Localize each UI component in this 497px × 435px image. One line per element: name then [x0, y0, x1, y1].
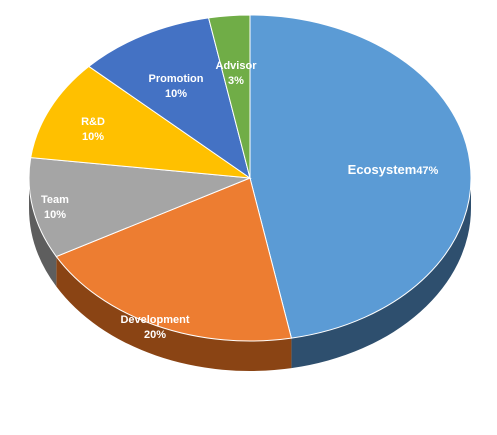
- pie-value-promotion: 10%: [165, 88, 187, 100]
- pie-value-development: 20%: [144, 329, 166, 341]
- pie-value-advisor: 3%: [228, 75, 244, 87]
- pie-label-advisor: Advisor: [216, 60, 258, 72]
- pie-label-ecosystem: Ecosystem47%: [348, 162, 439, 177]
- pie-side-ecosystem: [291, 178, 471, 369]
- pie-slice-ecosystem: [249, 14, 472, 339]
- pie-label-r-d: R&D: [81, 116, 105, 128]
- pie-side-development: [56, 256, 292, 371]
- pie-slice-team: [28, 157, 251, 258]
- pie-slice-advisor: [207, 14, 251, 179]
- pie-label-team: Team: [41, 194, 69, 206]
- pie-label-value: 47%: [416, 165, 438, 177]
- pie-3d-sides: [29, 178, 471, 371]
- pie-label-promotion: Promotion: [149, 73, 204, 85]
- pie-label-development: Development: [120, 314, 189, 326]
- pie-labels: Ecosystem47% Development 20% Team 10% R&D 10% P…: [41, 60, 439, 341]
- pie-label-name: Ecosystem: [348, 162, 417, 177]
- pie-slice-r-d: [30, 65, 252, 179]
- pie-side-team: [29, 178, 57, 287]
- pie-value-team: 10%: [44, 209, 66, 221]
- pie-slice-development: [55, 177, 293, 342]
- pie-slice-promotion: [88, 17, 251, 180]
- pie-value-r-d: 10%: [82, 131, 104, 143]
- pie-slices: [28, 14, 472, 342]
